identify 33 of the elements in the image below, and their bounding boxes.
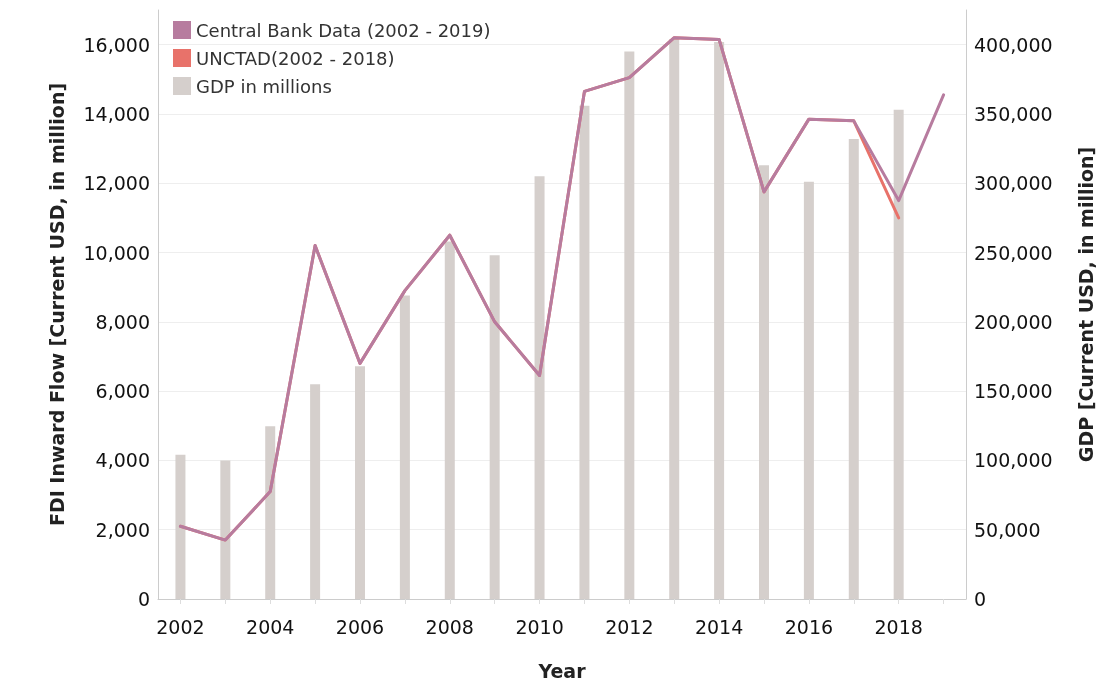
legend-label: GDP in millions: [196, 75, 332, 97]
y-tick-label: 16,000: [83, 33, 150, 56]
x-tick-label: 2018: [874, 615, 923, 638]
x-tick-label: 2014: [694, 615, 744, 638]
y2-tick-label: 200,000: [974, 310, 1053, 333]
y2-tick-label: 300,000: [974, 172, 1053, 195]
x-tick-label: 2010: [515, 615, 564, 638]
y2-tick-label: 400,000: [974, 33, 1053, 56]
y-tick-label: 0: [137, 588, 150, 610]
y-tick-label: 6,000: [95, 380, 150, 403]
x-tick-label: 2012: [605, 615, 654, 638]
x-tick-label: 2002: [156, 615, 205, 638]
y-tick-label: 2,000: [95, 518, 150, 541]
x-tick-label: 2006: [335, 615, 385, 638]
x-tick-label: 2008: [425, 615, 474, 638]
y2-tick-label: 250,000: [974, 241, 1053, 264]
y-axis-title: FDI Inward Flow [Current USD, in million]: [45, 82, 68, 527]
legend-label: Central Bank Data (2002 - 2019): [196, 19, 491, 41]
y2-tick-label: 100,000: [974, 449, 1053, 472]
y-tick-label: 8,000: [95, 310, 150, 333]
y2-tick-label: 50,000: [974, 518, 1041, 541]
y-tick-label: 14,000: [83, 102, 150, 125]
y2-axis-title: GDP [Current USD, in million]: [1074, 146, 1097, 463]
y-tick-label: 4,000: [95, 449, 150, 472]
x-tick-label: 2016: [784, 615, 834, 638]
y-tick-label: 10,000: [83, 241, 150, 264]
y-tick-label: 12,000: [83, 172, 150, 195]
legend-label: UNCTAD(2002 - 2018): [196, 47, 395, 69]
x-tick-label: 2004: [246, 615, 295, 638]
x-axis-title: Year: [537, 659, 587, 682]
y2-tick-label: 150,000: [974, 380, 1053, 403]
y2-tick-label: 350,000: [974, 102, 1053, 125]
y2-tick-label: 0: [974, 588, 987, 610]
